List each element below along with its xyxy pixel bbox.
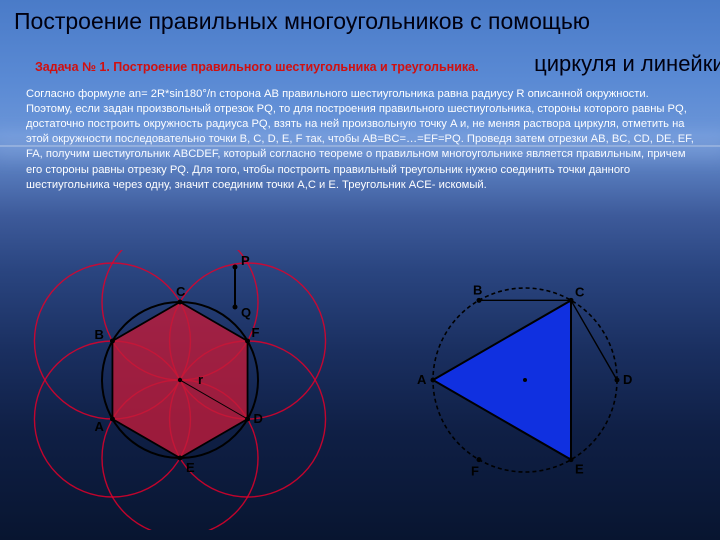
svg-text:C: C — [176, 284, 186, 299]
svg-text:B: B — [473, 282, 482, 297]
subtitle-text-2: циркуля и линейки . — [534, 51, 720, 76]
subtitle-text-1: Задача № 1. Построение правильного шести… — [35, 60, 479, 74]
figures-area: r P Q C B A E D F A B C D E F — [0, 250, 720, 530]
svg-text:Q: Q — [241, 305, 251, 320]
svg-text:E: E — [575, 462, 584, 477]
svg-text:D: D — [254, 411, 263, 426]
svg-text:F: F — [252, 325, 260, 340]
svg-text:B: B — [94, 327, 103, 342]
svg-text:P: P — [241, 253, 250, 268]
svg-text:A: A — [94, 419, 104, 434]
horizon-line — [0, 145, 720, 147]
svg-text:A: A — [417, 372, 427, 387]
figure-triangle: A B C D E F — [410, 250, 710, 530]
figure-hexagon: r P Q C B A E D F — [0, 250, 360, 530]
body-paragraph: Согласно формуле an= 2R*sin180°/n сторон… — [0, 77, 720, 193]
svg-text:r: r — [198, 372, 203, 387]
svg-text:E: E — [186, 460, 195, 475]
svg-text:F: F — [471, 464, 479, 479]
svg-text:D: D — [623, 372, 632, 387]
problem-subtitle: Задача № 1. Построение правильного шести… — [0, 35, 720, 77]
svg-text:C: C — [575, 284, 585, 299]
page-title: Построение правильных многоугольников с … — [0, 0, 720, 35]
